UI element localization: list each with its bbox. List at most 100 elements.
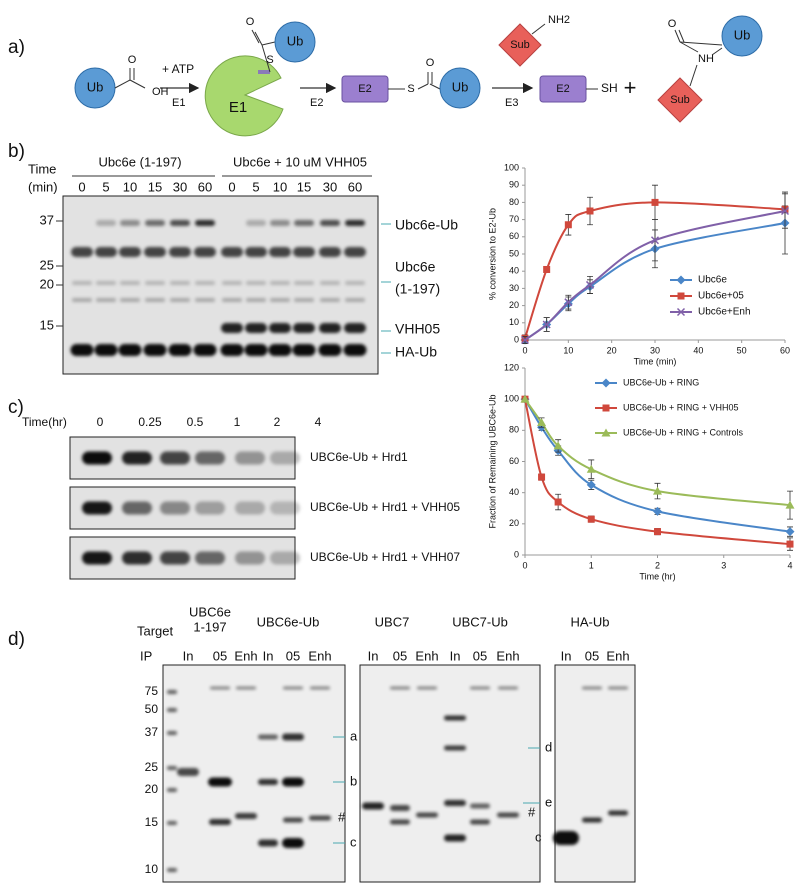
gel-band: [235, 551, 265, 565]
x-tick-label: 60: [780, 345, 790, 355]
scheme-text: E3: [505, 97, 518, 109]
x-tick-label: 50: [737, 345, 747, 355]
gel-band: [120, 281, 140, 285]
x-tick-label: 1: [589, 560, 594, 570]
y-tick-label: 70: [509, 214, 519, 224]
lane-label: In: [183, 648, 194, 663]
data-point: [586, 207, 594, 215]
gel-band: [283, 817, 303, 823]
scheme-text: NH2: [548, 14, 570, 26]
gel-band: [319, 323, 341, 333]
y-axis-label: Fraction of Remaining UBC6e-Ub: [487, 394, 497, 528]
gel-band: [160, 551, 190, 565]
lane-label: 30: [173, 179, 187, 194]
legend-marker: [602, 404, 610, 412]
gel-header: (min): [28, 179, 58, 194]
lane-label: 05: [473, 648, 487, 663]
data-point: [786, 540, 794, 548]
lane-label: 60: [198, 179, 212, 194]
y-tick-label: 20: [509, 518, 519, 528]
gel-band: [71, 247, 93, 257]
scheme-text: NH: [698, 53, 714, 65]
band-label: HA-Ub: [395, 344, 437, 360]
gel-band: [444, 800, 466, 806]
scheme-text: SH: [601, 81, 618, 95]
lane-label: In: [450, 648, 461, 663]
scheme-text: Sub: [670, 94, 690, 106]
gel-band: [318, 344, 342, 356]
scheme-text: Ub: [452, 79, 469, 94]
data-point: [780, 206, 790, 216]
gel-band: [444, 834, 466, 842]
gel-band: [94, 344, 118, 356]
lane-label: 0.5: [187, 415, 204, 429]
legend-label: UBC6e-Ub + RING + VHH05: [623, 402, 739, 412]
row-label: UBC6e-Ub + Hrd1: [310, 450, 408, 464]
gel-band: [292, 344, 316, 356]
gel-band: [70, 344, 94, 356]
gel-band: [258, 839, 278, 847]
gel-band: [82, 501, 112, 515]
gel-band: [498, 686, 518, 690]
data-point: [586, 464, 596, 473]
y-tick-label: 30: [509, 283, 519, 293]
gel-band: [96, 220, 116, 226]
gel-header: Ubc6e (1-197): [98, 154, 181, 169]
legend-marker: [676, 275, 686, 285]
gel-band: [145, 220, 165, 226]
gel-band: [444, 715, 466, 721]
mw-marker: 15: [40, 317, 54, 332]
target-label: UBC7-Ub: [452, 614, 508, 629]
legend-label: UBC6e-Ub + RING + Controls: [623, 427, 744, 437]
gel-band: [236, 686, 256, 690]
gel-band: [222, 298, 242, 302]
gel-band: [120, 298, 140, 302]
lane-label: 2: [274, 415, 281, 429]
target-label: UBC6e-Ub: [257, 614, 320, 629]
gel-band: [82, 451, 112, 465]
gel-band: [390, 686, 410, 690]
gel-band: [170, 220, 190, 226]
legend-marker: [677, 292, 685, 300]
lane-label: 10: [273, 179, 287, 194]
gel-band: [120, 220, 140, 226]
data-point: [653, 486, 662, 495]
gel-band: [390, 819, 410, 825]
row-label: UBC6e-Ub + Hrd1 + VHH05: [310, 500, 460, 514]
scheme-text: S: [266, 54, 273, 66]
data-point: [654, 528, 661, 536]
gel-band: [245, 247, 267, 257]
data-point: [564, 298, 573, 307]
data-point: [554, 498, 562, 506]
y-tick-label: 80: [509, 197, 519, 207]
gel-band: [82, 551, 112, 565]
x-axis-label: Time (hr): [639, 571, 675, 581]
scheme-text: E2: [358, 83, 371, 95]
gel-band: [167, 788, 177, 792]
gel-band: [235, 451, 265, 465]
mw-marker: 37: [40, 212, 54, 227]
gel-band: [553, 831, 579, 845]
gel-band: [258, 779, 278, 785]
data-point: [650, 236, 660, 245]
data-point: [564, 221, 572, 229]
series-line: [524, 201, 786, 339]
gel-band: [270, 451, 300, 465]
lane-label: 4: [315, 415, 322, 429]
data-point: [653, 506, 662, 516]
mw-marker: 75: [145, 684, 159, 698]
band-label: (1-197): [395, 281, 440, 297]
data-point: [587, 515, 595, 523]
gel-band: [246, 220, 266, 226]
band-label: Ubc6e-Ub: [395, 217, 458, 233]
lane-label: 0: [78, 179, 85, 194]
gel-band: [258, 734, 278, 740]
gel-bands: [70, 220, 628, 872]
gel-band: [122, 451, 152, 465]
gel-band: [221, 247, 243, 257]
x-tick-label: 30: [650, 345, 660, 355]
band-letter: #: [528, 804, 536, 819]
lane-label: 0.25: [138, 415, 162, 429]
scheme-text: +: [624, 75, 637, 100]
gel-band: [195, 281, 215, 285]
